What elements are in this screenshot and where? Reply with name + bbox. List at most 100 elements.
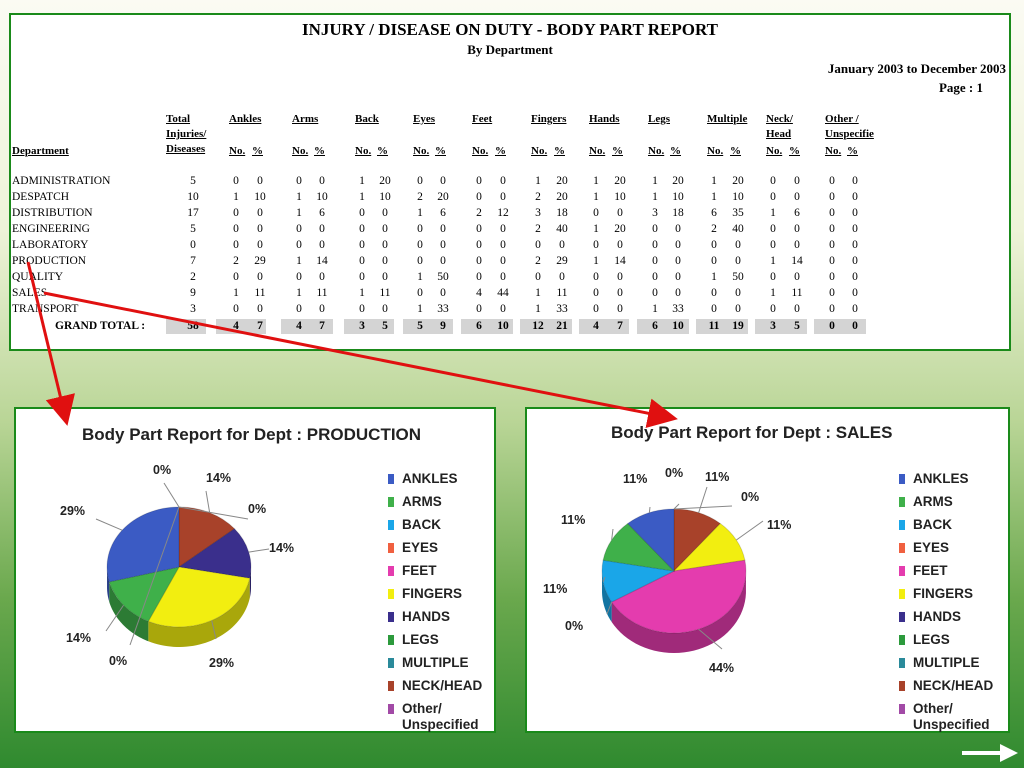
right-arrow-icon[interactable] [960,742,1020,764]
table-cell: 0 [675,239,681,251]
pie-data-label: 29% [60,504,85,518]
table-cell: 0 [593,303,599,315]
table-cell: 0 [257,175,263,187]
table-cell: 1 [233,287,239,299]
table-cell: 0 [617,207,623,219]
pie-slice [147,566,251,628]
legend-swatch [899,543,905,553]
table-cell: 0 [852,239,858,251]
table-cell: 33 [437,303,449,315]
table-cell: 0 [593,239,599,251]
pie-data-label: 44% [709,661,734,675]
table-cell: 0 [257,207,263,219]
table-cell: 0 [296,175,302,187]
grand-total-cell: 4 [233,320,239,332]
sales-chart-title: Body Part Report for Dept : SALES [611,423,893,442]
table-cell: 33 [556,303,568,315]
table-cell: 0 [794,175,800,187]
column-sub-pct: % [495,145,506,157]
pie-slice-side [249,566,251,599]
table-cell: 10 [379,191,391,203]
table-cell: 20 [556,175,568,187]
report-title: INJURY / DISEASE ON DUTY - BODY PART REP… [301,20,718,39]
table-cell: 0 [617,303,623,315]
table-cell: 0 [319,239,325,251]
dept-total: 3 [190,303,196,315]
grand-total-cell: 3 [770,320,776,332]
table-cell: 1 [711,175,717,187]
table-cell: 1 [770,287,776,299]
column-sub-pct: % [554,145,565,157]
table-cell: 0 [500,239,506,251]
table-cell: 0 [296,223,302,235]
table-cell: 0 [535,239,541,251]
table-cell: 0 [382,223,388,235]
legend-label: FINGERS [913,586,974,601]
table-cell: 10 [672,191,684,203]
table-cell: 1 [535,287,541,299]
table-cell: 0 [500,191,506,203]
grand-total-cell: 7 [617,320,623,332]
column-header: Multiple [707,113,748,125]
legend-label: HANDS [402,609,451,624]
grand-total-value: 58 [187,320,199,332]
table-cell: 33 [672,303,684,315]
table-cell: 0 [257,223,263,235]
production-chart-panel: Body Part Report for Dept : PRODUCTION 1… [14,407,496,733]
table-cell: 1 [359,191,365,203]
pie-data-label: 14% [66,631,91,645]
pie-slice [601,559,676,603]
table-cell: 6 [440,207,446,219]
table-cell: 50 [732,271,744,283]
pie-data-label: 29% [209,656,234,670]
table-cell: 1 [296,191,302,203]
dept-name: ADMINISTRATION [12,175,111,187]
column-sub-no: No. [413,145,430,157]
table-cell: 0 [711,287,717,299]
table-cell: 0 [652,271,658,283]
table-cell: 10 [732,191,744,203]
pie-data-label: 14% [206,471,231,485]
table-cell: 0 [852,287,858,299]
dept-total: 17 [187,207,199,219]
table-cell: 0 [382,239,388,251]
table-cell: 0 [359,255,365,267]
table-cell: 0 [770,303,776,315]
pie-data-label: 0% [248,502,266,516]
legend-swatch [388,635,394,645]
column-sub-no: No. [648,145,665,157]
legend-label: ANKLES [402,471,458,486]
table-cell: 0 [500,175,506,187]
grand-total-label: GRAND TOTAL : [55,320,146,332]
grand-total-shade [696,319,748,334]
column-header: Ankles [229,113,262,125]
pie-data-label: 11% [623,472,647,486]
table-cell: 0 [829,255,835,267]
column-sub-pct: % [435,145,446,157]
table-cell: 0 [319,223,325,235]
table-cell: 0 [257,271,263,283]
table-cell: 0 [296,271,302,283]
dept-total: 5 [190,175,196,187]
table-cell: 6 [711,207,717,219]
column-sub-pct: % [252,145,263,157]
table-cell: 0 [319,303,325,315]
table-cell: 0 [233,303,239,315]
table-cell: 18 [672,207,684,219]
column-sub-pct: % [730,145,741,157]
pie-leader-line [178,506,249,520]
grand-total-cell: 7 [257,320,263,332]
sales-chart-panel: Body Part Report for Dept : SALES 11% 11%… [525,407,1010,733]
grand-total-cell: 10 [672,320,684,332]
table-cell: 0 [559,271,565,283]
grand-total-shade [579,319,629,334]
legend-swatch [899,658,905,668]
table-cell: 0 [829,175,835,187]
pie-slice-side [107,568,110,602]
grand-total-cell: 10 [497,320,509,332]
pie-data-label: 11% [767,518,791,532]
dept-total: 10 [187,191,199,203]
pie-data-label: 11% [543,582,567,596]
table-cell: 0 [652,239,658,251]
table-cell: 11 [316,287,328,299]
